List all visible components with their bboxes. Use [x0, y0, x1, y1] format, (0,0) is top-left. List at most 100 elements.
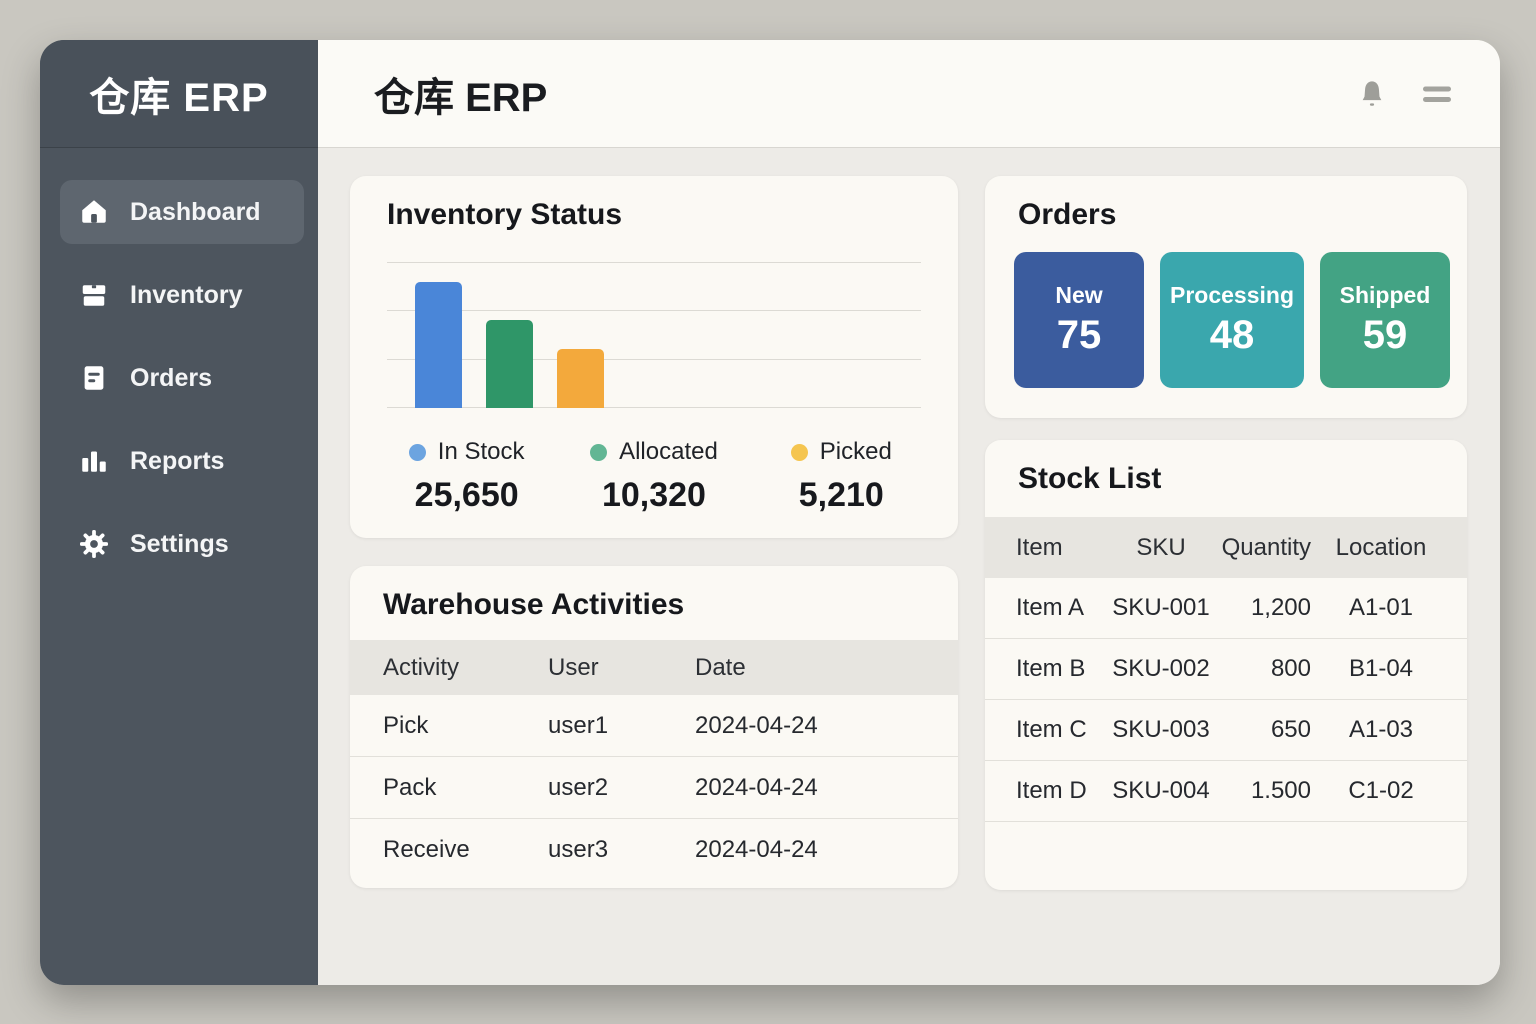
legend-top: Picked — [790, 438, 892, 466]
legend-label: Allocated — [619, 438, 718, 465]
bar-picked — [557, 349, 604, 408]
stock-header: Quantity — [1221, 533, 1311, 561]
stock-list-card: Stock List Item SKU Quantity Location Item A… — [985, 440, 1467, 890]
inventory-status-card: Inventory Status In Stock 25,650 Allocated… — [350, 176, 958, 538]
stock-row[interactable]: Item C SKU-003 650 A1-03 — [985, 700, 1467, 761]
legend-item-allocated: Allocated 10,320 — [560, 438, 747, 515]
sidebar-item-label: Settings — [130, 529, 229, 558]
activity-cell: user3 — [548, 836, 609, 863]
activity-row[interactable]: Pack user2 2024-04-24 — [350, 757, 958, 819]
stock-header: Location — [1335, 533, 1427, 561]
sidebar-item-label: Reports — [130, 446, 225, 475]
stock-header: SKU — [1136, 533, 1186, 561]
order-tile-new[interactable]: New 75 — [1014, 252, 1144, 388]
stock-row[interactable]: Item B SKU-002 800 B1-04 — [985, 639, 1467, 700]
stock-cell: A1-01 — [1348, 594, 1414, 621]
stock-cell: B1-04 — [1348, 655, 1414, 682]
stock-cell: Item C — [1016, 716, 1087, 743]
chart-gridline — [387, 310, 921, 311]
activity-cell: Receive — [383, 836, 470, 863]
header-actions — [1356, 77, 1452, 111]
activity-header: User — [548, 653, 599, 681]
bar-in-stock — [415, 282, 462, 408]
stock-cell: Item A — [1016, 594, 1085, 621]
sidebar-item-inventory[interactable]: Inventory — [60, 263, 304, 327]
activity-row[interactable]: Pick user1 2024-04-24 — [350, 695, 958, 757]
card-title-warehouse-activities: Warehouse Activities — [383, 588, 685, 621]
legend-dot-icon — [790, 443, 808, 461]
legend-value: 25,650 — [414, 476, 519, 514]
tile-label: Processing — [1170, 282, 1294, 308]
top-header: 仓库 ERP — [318, 40, 1500, 148]
activity-row[interactable]: Receive user3 2024-04-24 — [350, 819, 958, 881]
orders-document-icon — [78, 362, 110, 394]
app-window: 仓库 ERP Dashboard Inventory Orders Reports Se… — [40, 40, 1500, 985]
stock-row[interactable]: Item D SKU-004 1.500 C1-02 — [985, 761, 1467, 822]
sidebar-item-settings[interactable]: Settings — [60, 512, 304, 576]
stock-cell: SKU-003 — [1112, 716, 1210, 743]
card-title-orders: Orders — [1018, 198, 1117, 231]
warehouse-activities-card: Warehouse Activities Activity User Date Pic… — [350, 566, 958, 888]
sidebar-header: 仓库 ERP — [40, 40, 318, 148]
activity-cell: user1 — [548, 711, 609, 739]
activity-cell: 2024-04-24 — [695, 773, 818, 801]
stock-row[interactable]: Item A SKU-001 1,200 A1-01 — [985, 578, 1467, 639]
sidebar: 仓库 ERP Dashboard Inventory Orders Reports Se… — [40, 40, 318, 985]
tile-label: Shipped — [1339, 282, 1431, 308]
activity-cell: user2 — [548, 773, 609, 801]
tile-value: 48 — [1209, 313, 1255, 357]
chart-legend: In Stock 25,650 Allocated 10,320 Picked 5,210 — [373, 438, 935, 515]
activity-header: Date — [695, 653, 746, 681]
activity-header-row: Activity User Date — [350, 640, 958, 695]
tile-label: New — [1055, 282, 1103, 308]
stock-cell: 800 — [1270, 655, 1311, 682]
bar-allocated — [486, 320, 533, 408]
bell-icon[interactable] — [1356, 77, 1388, 111]
home-icon — [78, 196, 110, 228]
legend-item-picked: Picked 5,210 — [748, 438, 935, 515]
legend-top: In Stock — [408, 438, 525, 466]
legend-label: Picked — [819, 438, 892, 465]
activity-cell: 2024-04-24 — [695, 711, 818, 739]
stock-cell: 1,200 — [1250, 594, 1311, 621]
chart-gridline — [387, 262, 921, 263]
stock-header-row: Item SKU Quantity Location — [985, 517, 1467, 578]
page-title: 仓库 ERP — [374, 75, 548, 120]
activity-cell: Pack — [383, 773, 437, 801]
dashboard-content: Inventory Status In Stock 25,650 Allocated… — [318, 148, 1500, 985]
stock-cell: SKU-002 — [1112, 655, 1210, 682]
legend-top: Allocated — [590, 438, 718, 466]
order-tile-shipped[interactable]: Shipped 59 — [1320, 252, 1450, 388]
sidebar-item-label: Inventory — [130, 280, 243, 309]
stock-cell: Item D — [1016, 777, 1087, 804]
tile-value: 75 — [1056, 313, 1102, 357]
order-tile-processing[interactable]: Processing 48 — [1160, 252, 1304, 388]
sidebar-item-dashboard[interactable]: Dashboard — [60, 180, 304, 244]
stock-header: Item — [1016, 533, 1063, 561]
card-title-inventory-status: Inventory Status — [387, 198, 623, 231]
sidebar-item-reports[interactable]: Reports — [60, 429, 304, 493]
legend-value: 10,320 — [601, 476, 706, 514]
stock-cell: 650 — [1270, 716, 1311, 743]
card-title-stock-list: Stock List — [1018, 462, 1162, 495]
stock-cell: C1-02 — [1348, 777, 1414, 804]
legend-dot-icon — [590, 443, 608, 461]
legend-label: In Stock — [437, 438, 525, 465]
reports-chart-icon — [78, 445, 110, 477]
stock-cell: SKU-004 — [1112, 777, 1210, 804]
stock-cell: SKU-001 — [1112, 594, 1210, 621]
chart-gridline — [387, 359, 921, 360]
orders-card: Orders New 75 Processing 48 Shipped 59 — [985, 176, 1467, 418]
stock-cell: Item B — [1016, 655, 1086, 682]
tile-value: 59 — [1362, 313, 1408, 357]
menu-icon[interactable] — [1422, 82, 1452, 106]
sidebar-item-orders[interactable]: Orders — [60, 346, 304, 410]
order-status-tiles: New 75 Processing 48 Shipped 59 — [1014, 252, 1450, 388]
sidebar-item-label: Orders — [130, 363, 212, 392]
legend-item-in-stock: In Stock 25,650 — [373, 438, 560, 515]
settings-gear-icon — [78, 528, 110, 560]
activity-cell: Pick — [383, 711, 429, 739]
sidebar-nav: Dashboard Inventory Orders Reports Settings — [40, 148, 318, 595]
legend-value: 5,210 — [798, 476, 884, 514]
activities-table: Activity User Date Pick user1 2024-04-24 Pack u… — [350, 640, 958, 881]
